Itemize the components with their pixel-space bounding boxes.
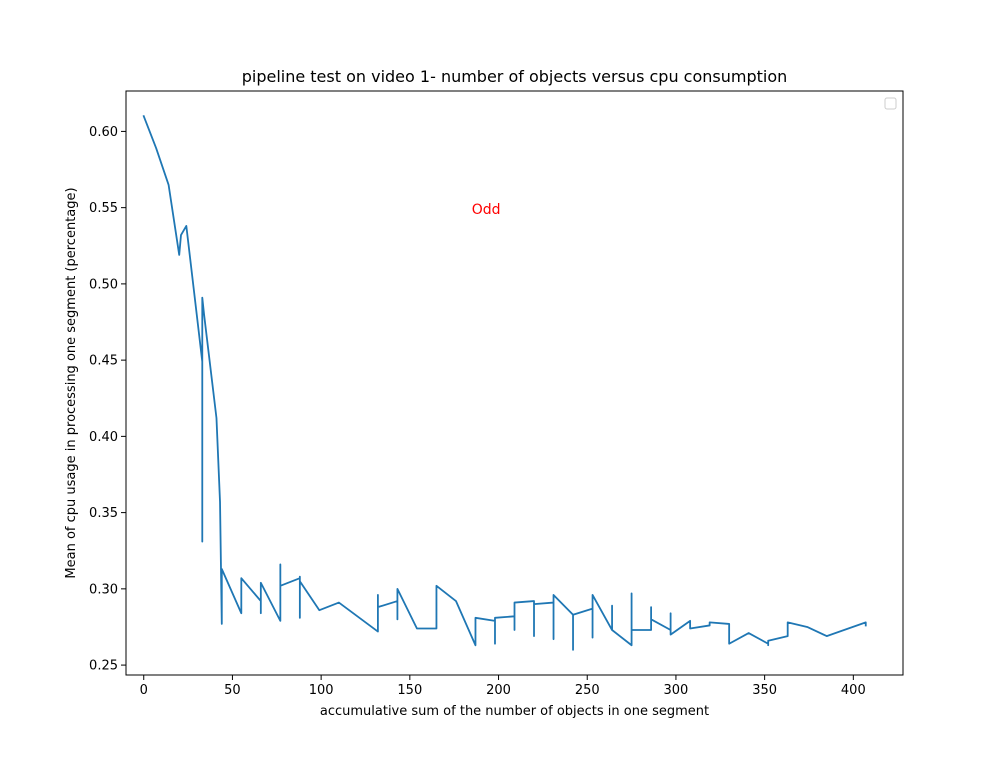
y-tick-label: 0.30 <box>89 582 118 597</box>
x-tick-label: 250 <box>575 683 600 698</box>
x-tick-label: 100 <box>309 683 334 698</box>
x-tick-label: 0 <box>140 683 148 698</box>
legend-box <box>884 97 897 110</box>
plot-area: 0 50 100 150 200 250 300 350 400 0.25 0.30 0.35 0.40… <box>89 90 904 698</box>
x-tick-label: 150 <box>397 683 422 698</box>
chart-title: pipeline test on video 1- number of obje… <box>242 67 788 86</box>
y-tick-label: 0.45 <box>89 354 118 369</box>
y-tick-label: 0.55 <box>89 201 118 216</box>
y-axis-label: Mean of cpu usage in processing one segm… <box>64 187 79 578</box>
y-tick-label: 0.25 <box>89 659 118 674</box>
axes-frame <box>125 90 904 676</box>
x-tick-label: 350 <box>752 683 777 698</box>
series-line-0 <box>142 114 867 651</box>
y-tick-label: 0.35 <box>89 506 118 521</box>
x-tick-label: 50 <box>224 683 241 698</box>
annotation-label: Odd <box>472 202 501 218</box>
y-tick-label: 0.40 <box>89 430 118 445</box>
x-tick-label: 300 <box>664 683 689 698</box>
y-tick-label: 0.50 <box>89 277 118 292</box>
x-axis-label: accumulative sum of the number of object… <box>320 704 709 719</box>
y-tick-label: 0.60 <box>89 125 118 140</box>
x-tick-label: 400 <box>841 683 866 698</box>
x-tick-label: 200 <box>486 683 511 698</box>
